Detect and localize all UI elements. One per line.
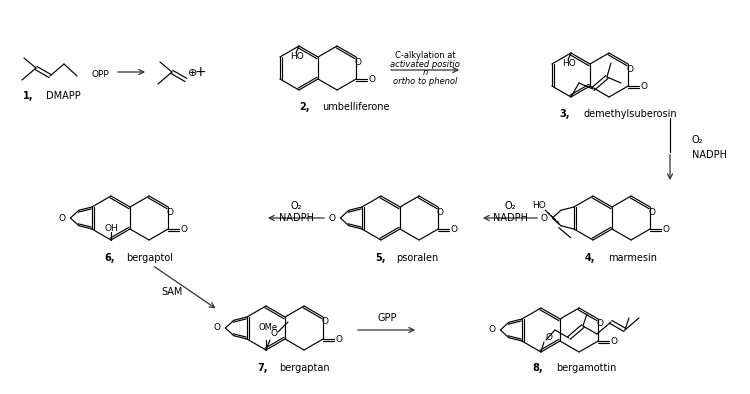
Text: OH: OH [104, 223, 118, 232]
Text: O: O [166, 208, 173, 216]
Text: O: O [640, 82, 647, 91]
Text: 5,: 5, [375, 253, 386, 263]
Text: 1,: 1, [22, 91, 33, 101]
Text: O: O [322, 318, 328, 327]
Text: OMe: OMe [259, 323, 278, 333]
Text: O: O [335, 335, 343, 344]
Text: 6,: 6, [105, 253, 116, 263]
Text: 3,: 3, [560, 109, 570, 119]
Text: HO: HO [562, 58, 576, 67]
Text: demethylsuberosin: demethylsuberosin [583, 109, 676, 119]
Text: O: O [329, 214, 336, 223]
Text: O: O [649, 208, 656, 216]
Text: O₂: O₂ [290, 201, 302, 211]
Text: O: O [626, 65, 634, 74]
Text: O₂: O₂ [504, 201, 516, 211]
Text: O: O [368, 74, 376, 84]
Text: 2,: 2, [298, 102, 309, 112]
Text: 7,: 7, [258, 363, 268, 373]
Text: bergaptol: bergaptol [126, 253, 173, 263]
Text: O: O [489, 325, 496, 335]
Text: 8,: 8, [532, 363, 543, 373]
Text: 4,: 4, [585, 253, 596, 263]
Text: activated positio: activated positio [390, 59, 460, 69]
Text: O: O [541, 214, 548, 223]
Text: bergamottin: bergamottin [556, 363, 616, 373]
Text: O: O [59, 214, 66, 223]
Text: OPP: OPP [91, 69, 109, 78]
Text: ⊕: ⊕ [188, 68, 198, 78]
Text: O: O [451, 225, 458, 234]
Text: O₂: O₂ [692, 135, 703, 145]
Text: +: + [194, 65, 206, 79]
Text: C-alkylation at: C-alkylation at [394, 50, 455, 59]
Text: O: O [610, 336, 617, 346]
Text: O: O [355, 58, 362, 67]
Text: NADPH: NADPH [692, 150, 727, 160]
Text: n: n [422, 67, 427, 76]
Text: DMAPP: DMAPP [46, 91, 81, 101]
Text: O: O [271, 329, 278, 338]
Text: NADPH: NADPH [493, 213, 527, 223]
Text: O: O [214, 323, 221, 333]
Text: O: O [545, 333, 553, 342]
Text: SAM: SAM [161, 287, 183, 297]
Text: ortho to phenol: ortho to phenol [393, 76, 458, 85]
Text: O: O [181, 225, 188, 234]
Text: HO: HO [532, 201, 546, 210]
Text: NADPH: NADPH [278, 213, 314, 223]
Text: HO: HO [290, 52, 304, 61]
Text: O: O [662, 225, 670, 234]
Text: psoralen: psoralen [396, 253, 438, 263]
Text: umbelliferone: umbelliferone [322, 102, 389, 112]
Text: O: O [596, 320, 604, 329]
Text: GPP: GPP [377, 313, 397, 323]
Text: O: O [436, 208, 443, 216]
Text: marmesin: marmesin [608, 253, 657, 263]
Text: bergaptan: bergaptan [279, 363, 330, 373]
